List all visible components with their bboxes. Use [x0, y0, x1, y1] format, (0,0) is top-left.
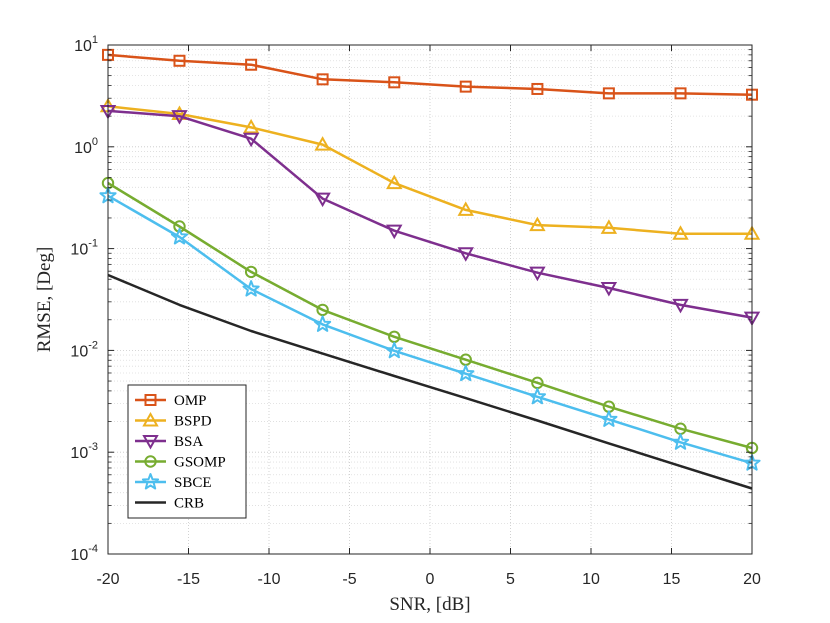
legend-label-gsomp: GSOMP [174, 455, 226, 471]
series-crb [107, 273, 753, 490]
data-point-omp [245, 58, 258, 71]
data-point-gsomp [244, 265, 258, 279]
x-tick-label: 5 [506, 571, 515, 588]
series-bsa [99, 104, 761, 327]
data-point-bspd [600, 219, 618, 234]
y-tick-label: 101 [74, 34, 98, 55]
data-point-bspd [672, 225, 689, 240]
data-point-sbce [671, 433, 690, 450]
legend-label-bsa: BSA [174, 434, 203, 450]
data-point-omp [674, 87, 687, 100]
y-tick-label: 10-3 [70, 441, 98, 462]
data-point-sbce [528, 387, 546, 405]
data-point-sbce [600, 410, 618, 427]
data-point-bsa [242, 132, 260, 148]
data-point-omp [531, 82, 544, 95]
data-point-bspd [171, 105, 188, 120]
legend-box [127, 384, 247, 519]
data-point-bspd [242, 118, 260, 134]
data-point-bspd [386, 174, 403, 190]
data-point-bsa [457, 247, 474, 262]
x-tick-label: -10 [257, 571, 280, 588]
data-point-sbce [170, 228, 189, 245]
data-point-sbce [457, 364, 475, 382]
series-line-omp [107, 53, 753, 96]
data-point-bsa [386, 224, 403, 240]
data-point-gsomp [316, 303, 329, 317]
series-omp [102, 48, 758, 101]
data-point-bspd [457, 201, 474, 216]
legend-marker-gsomp [144, 455, 157, 468]
y-tick-label: 100 [74, 136, 98, 157]
series-line-sbce [107, 194, 753, 465]
data-point-bspd [529, 216, 546, 232]
x-tick-label: 10 [582, 571, 600, 588]
data-point-bsa [314, 192, 331, 208]
x-tick-label: 15 [663, 571, 681, 588]
y-axis-label: RMSE, [Deg] [34, 247, 55, 353]
series-line-crb [107, 273, 753, 490]
data-point-bsa [529, 266, 546, 282]
data-point-sbce [242, 280, 260, 297]
legend-marker-bspd [142, 411, 159, 427]
legend-label-bspd: BSPD [174, 414, 212, 430]
legend-label-crb: CRB [174, 496, 204, 512]
data-point-omp [316, 73, 329, 86]
y-tick-label: 10-2 [70, 339, 98, 360]
data-point-sbce [314, 315, 332, 332]
x-axis-label: SNR, [dB] [389, 594, 470, 615]
data-point-omp [388, 76, 401, 89]
x-tick-label: -5 [342, 571, 356, 588]
data-point-bsa [171, 110, 188, 125]
legend-marker-sbce [141, 473, 160, 490]
x-tick-label: -15 [177, 571, 200, 588]
series-line-bspd [107, 105, 752, 235]
series-sbce [99, 186, 761, 471]
y-tick-label: 10-4 [70, 543, 98, 564]
data-point-bsa [672, 298, 689, 314]
legend-label-sbce: SBCE [174, 475, 212, 491]
legend-label-omp: OMP [174, 393, 207, 409]
series-bspd [99, 97, 761, 240]
data-point-sbce [385, 341, 403, 359]
x-tick-label: -20 [96, 571, 119, 588]
series-line-gsomp [107, 182, 753, 450]
x-tick-label: 0 [426, 571, 435, 588]
legend-marker-omp [144, 394, 157, 406]
axis-ticks: 101 100 10-1 10-2 10-3 10-4 -20 -15 -10 -5 0 5 10 15 2… [70, 34, 761, 588]
data-point-omp [459, 80, 472, 93]
legend: OMP BSPD BSA GSOMP SBCE CRB [127, 384, 247, 519]
series-line-bsa [107, 109, 753, 319]
data-point-omp [173, 54, 186, 67]
y-tick-label: 10-1 [70, 238, 98, 259]
series-layer [99, 48, 761, 490]
data-point-omp [602, 87, 615, 100]
legend-marker-bsa [142, 435, 159, 450]
x-tick-label: 20 [743, 571, 761, 588]
data-point-bsa [600, 282, 618, 297]
data-point-bspd [314, 136, 331, 151]
